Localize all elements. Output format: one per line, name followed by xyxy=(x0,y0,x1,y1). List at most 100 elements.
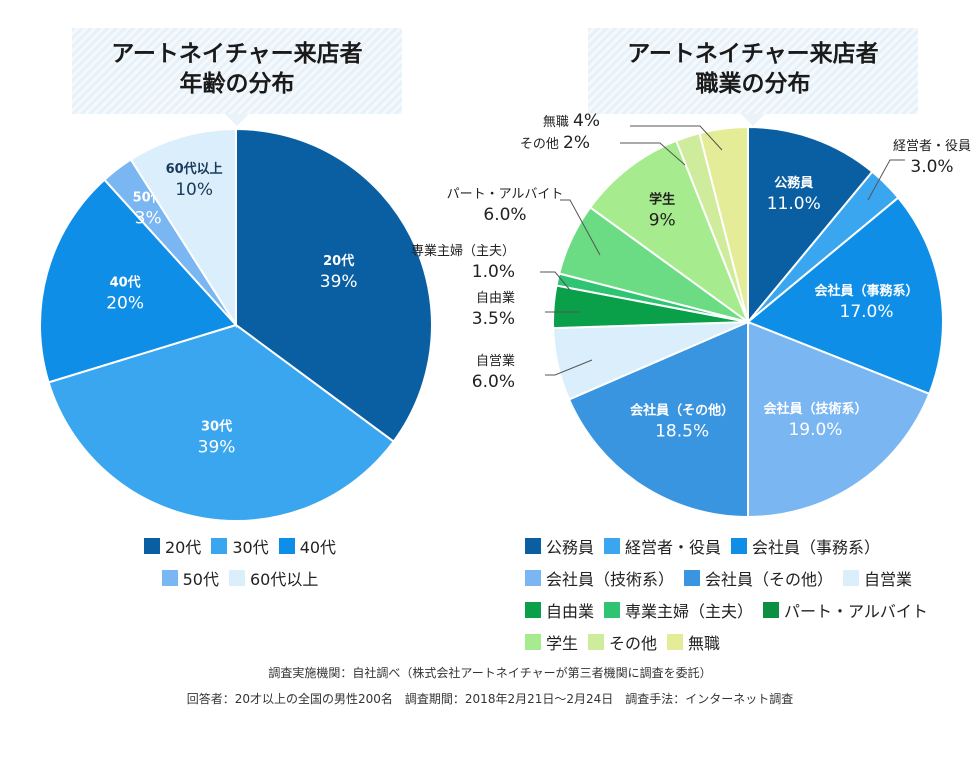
survey-details-note: 回答者：20才以上の全国の男性200名 調査期間：2018年2月21日〜2月24… xyxy=(186,692,794,706)
left-chart-title: アートネイチャー来店者 年齢の分布 xyxy=(72,28,402,126)
legend-swatch xyxy=(525,602,541,618)
left-title-line-1: アートネイチャー来店者 xyxy=(111,40,363,67)
leader-line-11 xyxy=(630,125,723,151)
pie-slice-job-2 xyxy=(746,196,944,396)
legend-label: 自由業 xyxy=(546,602,595,621)
legend-swatch xyxy=(604,538,621,554)
right-title-line-2: 職業の分布 xyxy=(695,70,811,97)
leader-line-8 xyxy=(560,199,601,256)
age-legend-item: 40代 xyxy=(278,534,336,558)
slice-value-1: 3.0% xyxy=(910,157,953,177)
pie-slice-job-3 xyxy=(747,320,931,519)
legend-swatch xyxy=(525,634,541,650)
occupation-pie-chart: 公務員 11.0% 経営者・役員 3.0% 会社員（事務系） 17.0% 会社員（技術系） 1… xyxy=(411,111,971,519)
legend-label: 無職 xyxy=(688,634,721,653)
legend-swatch xyxy=(604,602,621,618)
job-legend-row: 会社員（技術系） 会社員（その他） 自営業 xyxy=(520,566,975,590)
age-legend-item: 50代 xyxy=(161,566,219,590)
slice-value-3: 19.0% xyxy=(788,420,842,440)
legend-swatch xyxy=(143,538,160,554)
right-title-line-1: アートネイチャー来店者 xyxy=(627,40,879,67)
legend-label: 会社員（事務系） xyxy=(752,538,881,557)
legend-label: 自営業 xyxy=(864,570,913,589)
legend-label: 公務員 xyxy=(546,538,595,557)
slice-name-2: 会社員（事務系） xyxy=(815,283,919,299)
slice-name-7: 専業主婦（主夫） xyxy=(411,243,515,259)
pie-slice-age-1 xyxy=(47,323,395,522)
legend-swatch xyxy=(211,538,228,554)
legend-label: 会社員（その他） xyxy=(705,570,834,589)
slice-value-5: 6.0% xyxy=(472,372,515,392)
job-legend-item: 会社員（その他） xyxy=(684,566,833,590)
job-legend-item: その他 xyxy=(588,630,657,654)
slice-name-4: 会社員（その他） xyxy=(630,402,734,418)
job-legend-item: 公務員 xyxy=(525,534,594,558)
slice-value-4: 10% xyxy=(175,180,213,200)
slice-name-6: 自由業 xyxy=(476,290,515,306)
legend-swatch xyxy=(667,634,684,650)
legend-label: 50代 xyxy=(182,570,219,589)
occupation-legend: 公務員 経営者・役員 会社員（事務系） 会社員（技術系） 会社員（その他） 自営業自由業 専… xyxy=(520,534,975,662)
legend-swatch xyxy=(278,538,295,554)
legend-label: パート・アルバイト xyxy=(784,602,928,621)
job-legend-row: 学生 その他 無職 xyxy=(520,630,975,654)
slice-value-3: 3% xyxy=(135,209,162,229)
job-legend-item: 専業主婦（主夫） xyxy=(604,598,753,622)
job-legend-item: 経営者・役員 xyxy=(604,534,721,558)
right-chart-title: アートネイチャー来店者 職業の分布 xyxy=(588,28,918,126)
legend-label: 20代 xyxy=(164,538,202,557)
legend-swatch xyxy=(731,538,748,554)
slice-value-9: 9% xyxy=(649,210,676,230)
job-legend-row: 自由業 専業主婦（主夫） パート・アルバイト xyxy=(520,598,975,622)
slice-label-11: 無職 4% xyxy=(543,111,600,131)
slice-value-2: 17.0% xyxy=(840,302,894,322)
pie-slice-age-0 xyxy=(235,127,433,443)
job-legend-item: 会社員（技術系） xyxy=(525,566,674,590)
pie-slice-job-9 xyxy=(588,139,751,325)
slice-label-10: その他 2% xyxy=(520,133,590,153)
slice-name-9: 学生 xyxy=(649,191,675,207)
pie-slice-job-4 xyxy=(567,320,749,519)
pie-slice-job-11 xyxy=(698,125,749,323)
slice-name-8: パート・アルバイト xyxy=(447,187,564,202)
slice-value-0: 39% xyxy=(320,272,358,292)
legend-swatch xyxy=(161,570,178,586)
slice-value-2: 20% xyxy=(106,293,144,313)
slice-name-0: 公務員 xyxy=(774,175,813,191)
slice-value-6: 3.5% xyxy=(472,309,515,329)
pie-slice-age-4 xyxy=(129,127,237,329)
job-legend-item: 学生 xyxy=(525,630,578,654)
legend-label: その他 xyxy=(609,634,658,653)
survey-agency-note: 調査実施機関：自社調べ（株式会社アートネイチャーが第三者機関に調査を委託） xyxy=(268,666,712,680)
leader-line-7 xyxy=(540,271,571,291)
pie-slice-job-0 xyxy=(747,125,874,325)
age-legend-row: 20代 30代 40代 xyxy=(100,534,380,558)
legend-label: 学生 xyxy=(546,634,579,653)
slice-value-8: 6.0% xyxy=(483,205,526,225)
slice-name-0: 20代 xyxy=(323,253,354,269)
age-legend-row: 50代 60代以上 xyxy=(100,566,380,590)
legend-swatch xyxy=(763,602,780,618)
slice-name-4: 60代以上 xyxy=(166,161,223,177)
leader-line-5 xyxy=(545,359,593,376)
legend-label: 会社員（技術系） xyxy=(546,570,675,589)
age-legend-item: 30代 xyxy=(211,534,269,558)
slice-name-1: 経営者・役員 xyxy=(893,139,971,154)
slice-name-3: 会社員（技術系） xyxy=(763,401,867,417)
legend-swatch xyxy=(525,570,541,586)
legend-swatch xyxy=(843,570,860,586)
legend-swatch xyxy=(684,570,701,586)
legend-swatch xyxy=(229,570,245,586)
slice-name-1: 30代 xyxy=(201,418,232,434)
leader-line-1 xyxy=(867,159,905,201)
legend-label: 専業主婦（主夫） xyxy=(625,602,754,621)
slice-name-5: 自営業 xyxy=(476,353,515,369)
job-legend-item: 自由業 xyxy=(525,598,594,622)
job-legend-row: 公務員 経営者・役員 会社員（事務系） xyxy=(520,534,975,558)
age-legend-item: 60代以上 xyxy=(229,566,318,590)
legend-label: 経営者・役員 xyxy=(625,538,722,557)
age-legend: 20代 30代 40代 50代 60代以上 xyxy=(100,534,380,598)
legend-label: 60代以上 xyxy=(250,570,319,589)
